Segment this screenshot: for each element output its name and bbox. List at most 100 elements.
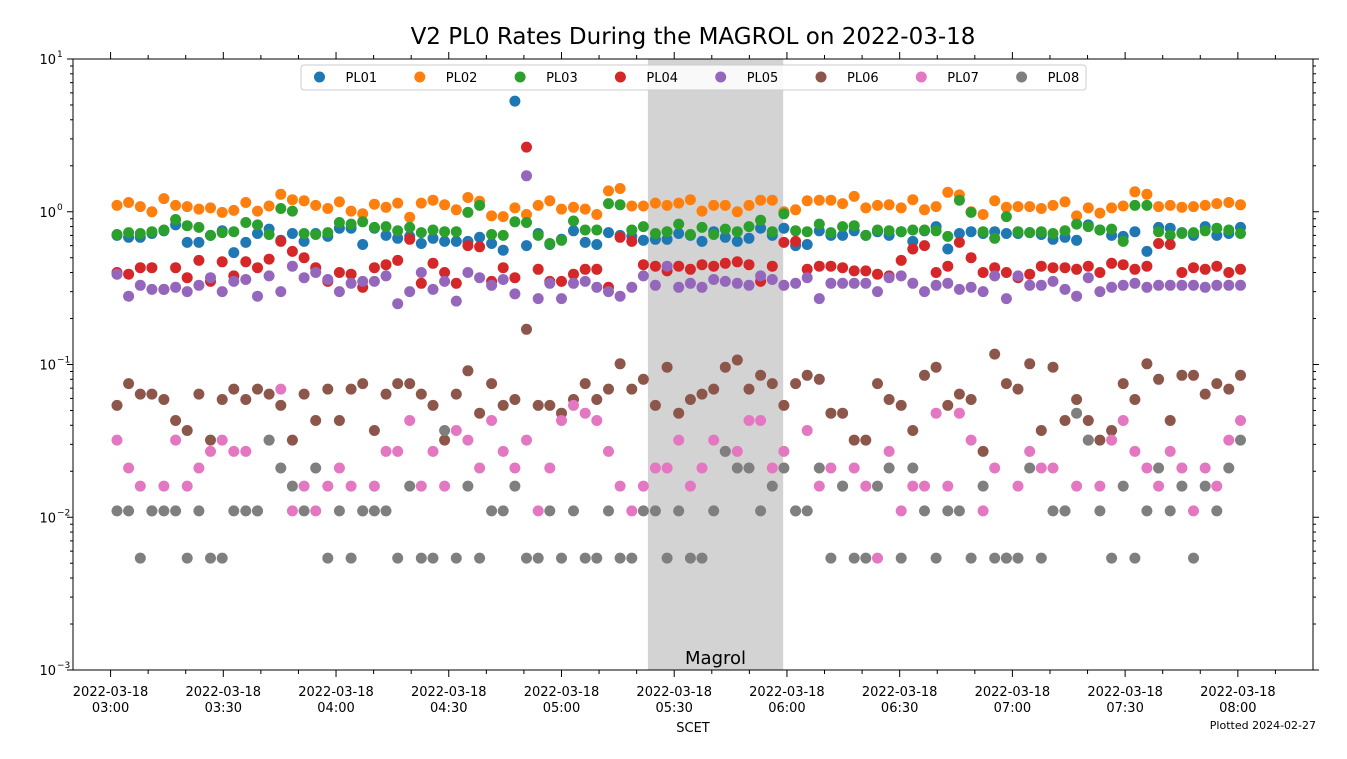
data-point: [216, 286, 228, 298]
data-point: [1094, 224, 1106, 236]
data-point: [170, 262, 182, 274]
data-point: [801, 369, 813, 381]
data-point: [521, 240, 532, 252]
data-point: [205, 445, 216, 457]
data-point: [415, 480, 427, 492]
data-point: [743, 221, 755, 233]
data-point: [111, 229, 123, 240]
data-point: [743, 232, 755, 244]
data-point: [556, 552, 567, 564]
data-point: [860, 277, 872, 289]
data-point: [181, 480, 193, 492]
data-point: [298, 228, 310, 239]
data-point: [953, 505, 965, 517]
data-point: [919, 369, 930, 381]
data-point: [942, 480, 954, 492]
data-point: [146, 226, 158, 238]
data-point: [532, 293, 544, 305]
data-point: [626, 505, 638, 517]
data-point: [1082, 272, 1094, 284]
data-point: [252, 262, 263, 274]
data-point: [907, 243, 919, 255]
data-point: [205, 552, 216, 564]
data-point: [719, 257, 731, 269]
data-point: [1141, 358, 1153, 370]
data-point: [673, 260, 685, 272]
shaded-region-label: Magrol: [685, 648, 746, 669]
data-point: [521, 217, 532, 228]
data-point: [837, 229, 849, 241]
data-point: [1199, 225, 1211, 237]
data-point: [731, 445, 743, 457]
data-point: [1106, 223, 1118, 235]
data-point: [345, 218, 357, 230]
data-point: [1094, 207, 1106, 219]
data-point: [790, 235, 802, 247]
data-point: [275, 399, 287, 411]
data-point: [1024, 201, 1036, 213]
data-point: [193, 236, 205, 248]
data-point: [556, 293, 567, 305]
data-point: [134, 480, 146, 492]
data-point: [170, 505, 182, 517]
data-point: [1176, 228, 1188, 239]
data-point: [965, 552, 977, 564]
data-point: [801, 272, 813, 284]
data-point: [450, 226, 462, 238]
data-point: [146, 262, 158, 274]
data-point: [497, 445, 509, 457]
data-point: [532, 399, 544, 411]
x-tick-date: 2022-03-18: [862, 685, 938, 700]
legend-marker-pl06: [815, 71, 827, 83]
data-point: [1129, 552, 1141, 564]
data-point: [1129, 199, 1141, 211]
data-point: [860, 229, 872, 241]
data-point: [310, 505, 322, 517]
data-point: [568, 505, 579, 517]
x-tick-date: 2022-03-18: [1200, 685, 1276, 700]
data-point: [1071, 480, 1083, 492]
data-point: [1059, 415, 1071, 426]
data-point: [837, 407, 849, 419]
data-point: [252, 383, 263, 395]
data-point: [579, 263, 591, 275]
data-point: [778, 279, 790, 291]
data-point: [310, 462, 322, 474]
data-point: [1106, 202, 1118, 214]
data-point: [731, 226, 743, 238]
x-tick-time: 03:30: [205, 701, 242, 716]
data-point: [591, 552, 603, 564]
data-point: [942, 505, 954, 517]
data-point: [626, 224, 638, 236]
data-point: [1035, 203, 1047, 214]
data-point: [696, 259, 708, 271]
data-point: [989, 270, 1001, 282]
data-point: [123, 268, 135, 280]
data-point: [1153, 279, 1165, 291]
data-point: [509, 95, 521, 107]
data-point: [1235, 199, 1246, 211]
data-point: [392, 298, 404, 310]
data-point: [696, 235, 708, 247]
data-point: [392, 445, 404, 457]
data-point: [310, 199, 322, 211]
data-point: [368, 262, 380, 274]
data-point: [404, 221, 416, 233]
series-pl06: [111, 323, 1246, 457]
y-tick-label: 10: [39, 511, 56, 526]
data-point: [380, 201, 392, 213]
data-point: [825, 552, 837, 564]
data-point: [1094, 267, 1106, 278]
data-point: [883, 462, 895, 474]
data-point: [626, 200, 638, 212]
data-point: [883, 445, 895, 457]
data-point: [708, 434, 720, 446]
data-point: [684, 552, 696, 564]
data-point: [778, 208, 790, 220]
data-point: [427, 232, 439, 244]
data-point: [649, 260, 661, 272]
data-point: [766, 226, 778, 238]
series-pl03: [111, 194, 1246, 249]
